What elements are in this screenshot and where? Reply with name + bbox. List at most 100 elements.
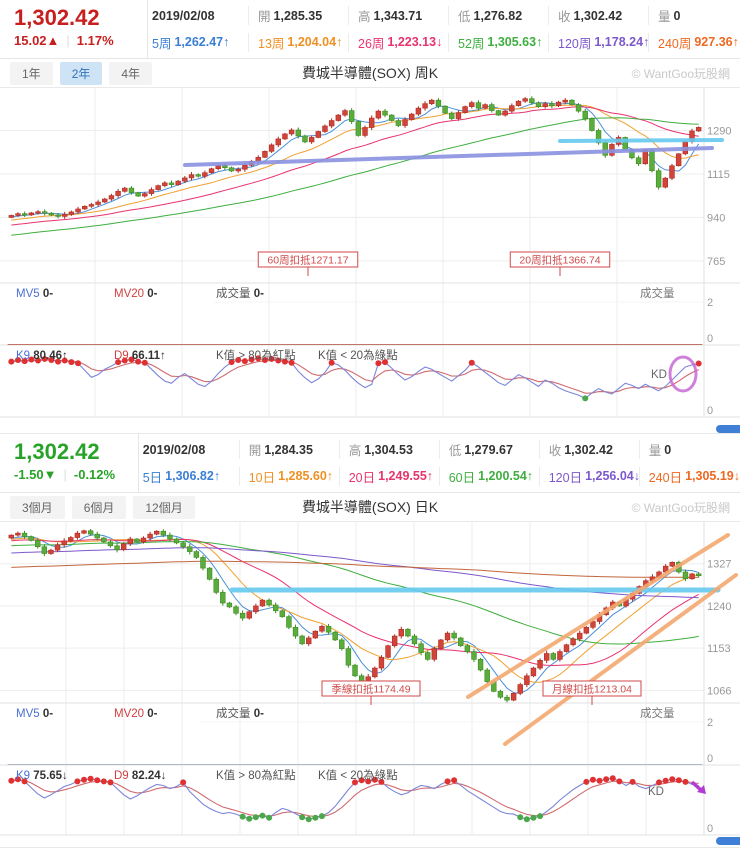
kd-legend: K9 75.65↓ D9 82.24↓ K值 > 80為紅點 K值 < 20為綠點 [16,768,398,782]
cell-value: 1,304.53 [364,442,413,457]
cell-value: 1,343.71 [373,8,423,23]
daily-change-value: -1.50▼ [14,467,57,482]
svg-text:2: 2 [707,297,713,309]
ohlc-cell: 低 1,279.67 [438,440,539,460]
divider: | [63,467,67,482]
weekly-change-row: 15.02▲ | 1.17% [14,33,147,48]
ma-cell: 52周 1,305.63↑ [448,32,548,52]
tab-12個月[interactable]: 12個月 [133,495,195,519]
tab-1年[interactable]: 1年 [10,61,53,85]
weekly-toolbar: 1年 2年 4年 費城半導體(SOX) 周K © WantGoo玩股網 [0,59,740,87]
daily-chart-canvas[interactable]: 1327 1240 1153 1066 2 0 0 MV5 0- MV20 0- 成交量 0- 成交… [0,522,740,847]
svg-text:1290: 1290 [707,125,731,137]
cell-value: 1,276.82 [473,8,523,23]
weekly-change-value: 15.02▲ [14,33,60,48]
overlay-trendlines: KD [7,533,738,798]
cell-label: 13周 [258,36,285,51]
moving-average-lines [11,102,700,236]
weekly-info-table: 2019/02/08 開 1,285.35 高 1,343.71 低 1,276.82 收 1,… [148,0,740,58]
ma-cell: 20日 1,249.55↑ [338,466,439,486]
cell-value: 1,204.04↑ [287,35,343,50]
svg-text:1327: 1327 [707,559,731,571]
wantgoo-watermark: © WantGoo玩股網 [631,500,730,515]
svg-text:KD: KD [648,786,664,798]
divider: | [66,33,70,48]
y-axis-labels: 1327 1240 1153 1066 2 0 0 [707,559,731,835]
svg-text:K9 75.65↓: K9 75.65↓ [16,770,68,782]
svg-text:成交量: 成交量 [640,286,675,300]
ma-cell: 60日 1,200.54↑ [438,466,539,486]
svg-text:K值 > 80為紅點: K值 > 80為紅點 [216,768,296,782]
svg-text:0: 0 [707,333,713,345]
svg-text:2: 2 [707,717,713,729]
daily-ohlc-row: 2019/02/08 開 1,284.35 高 1,304.53 低 1,279.67 收 1,… [139,439,740,461]
svg-text:K值 < 20為綠點: K值 < 20為綠點 [318,768,398,782]
cell-value: 1,284.35 [264,442,313,457]
daily-quote-header: 1,302.42 -1.50▼ | -0.12% 2019/02/08 開 1,28… [0,434,740,493]
volume-legend: MV5 0- MV20 0- 成交量 0- 成交量 [16,706,675,720]
cell-label: 高 [348,444,362,459]
daily-quote-block: 1,302.42 -1.50▼ | -0.12% [0,434,139,492]
weekly-quote-header: 1,302.42 15.02▲ | 1.17% 2019/02/08 開 1,285… [0,0,740,59]
grid [0,88,740,418]
cell-value: 1,305.63↑ [487,35,543,50]
svg-text:K9 80.46↑: K9 80.46↑ [16,350,68,362]
ma-cell: 5日 1,306.82↑ [139,467,239,486]
cell-value: 1,285.35 [273,8,323,23]
svg-text:成交量 0-: 成交量 0- [216,286,264,300]
tab-2年[interactable]: 2年 [59,61,103,85]
svg-text:MV5 0-: MV5 0- [16,708,53,720]
cell-label: 20日 [348,470,376,485]
weekly-ma-row: 5周 1,262.47↑ 13周 1,204.04↑ 26周 1,223.13↓ 52周 1,… [148,31,740,53]
daily-chart-card: 1327 1240 1153 1066 2 0 0 MV5 0- MV20 0- 成交量 0- 成交… [0,521,740,848]
cell-label: 收 [558,10,571,25]
svg-text:1240: 1240 [707,601,731,613]
weekly-chart-canvas[interactable]: 1290 1115 940 765 2 0 0 MV5 0- MV20 0- 成交量 0- 成交量 K… [0,88,740,433]
ma-cell: 240日 1,305.19↓ [638,466,740,486]
ohlc-cell: 收 1,302.42 [548,6,648,26]
daily-last-price: 1,302.42 [14,439,100,464]
svg-text:季線扣抵1174.49: 季線扣抵1174.49 [331,683,410,696]
tab-3個月[interactable]: 3個月 [10,495,65,519]
svg-text:1066: 1066 [707,685,731,697]
tab-4年[interactable]: 4年 [109,61,153,85]
ohlc-cell: 開 1,284.35 [238,440,339,460]
cell-label: 120日 [548,470,583,485]
ma-cell: 120周 1,178.24↑ [548,32,648,52]
svg-text:60周扣抵1271.17: 60周扣抵1271.17 [267,254,348,267]
volume-legend: MV5 0- MV20 0- 成交量 0- 成交量 [16,286,675,300]
weekly-range-tabs: 1年 2年 4年 [10,61,153,85]
cell-label: 10日 [248,470,276,485]
date-cell: 2019/02/08 [148,9,248,23]
daily-chart-title: 費城半導體(SOX) 日K [301,499,439,515]
svg-text:1153: 1153 [707,643,731,655]
svg-text:1115: 1115 [707,169,730,181]
svg-text:765: 765 [707,256,725,268]
svg-text:K值 < 20為綠點: K值 < 20為綠點 [318,348,398,362]
cell-label: 高 [358,10,371,25]
svg-text:D9 82.24↓: D9 82.24↓ [114,770,166,782]
daily-ma-row: 5日 1,306.82↑ 10日 1,285.60↑ 20日 1,249.55↑ 60日 1,… [139,465,740,487]
tab-6個月[interactable]: 6個月 [71,495,127,519]
cell-value: 1,178.24↑ [594,35,648,50]
cell-label: 開 [258,10,271,25]
ma-cell: 5周 1,262.47↑ [148,33,248,52]
svg-text:20周扣抵1366.74: 20周扣抵1366.74 [519,254,600,267]
cell-label: 240周 [658,36,692,51]
svg-text:0: 0 [707,823,713,835]
svg-text:K值 > 80為紅點: K值 > 80為紅點 [216,348,296,362]
cell-value: 1,279.67 [464,442,513,457]
ma-cell: 120日 1,256.04↓ [538,466,639,486]
cell-value: 1,200.54↑ [478,469,534,484]
daily-change-row: -1.50▼ | -0.12% [14,467,138,482]
svg-text:成交量: 成交量 [640,706,675,720]
cell-label: 低 [458,10,471,25]
cell-label: 5日 [142,470,163,485]
ma-cell: 10日 1,285.60↑ [238,466,339,486]
cell-value: 927.36↑ [694,35,739,50]
chart-scrollbar[interactable] [716,837,740,845]
cell-value: 2019/02/08 [142,442,206,457]
weekly-chart-title: 費城半導體(SOX) 周K [301,65,439,81]
chart-scrollbar[interactable] [716,425,740,433]
